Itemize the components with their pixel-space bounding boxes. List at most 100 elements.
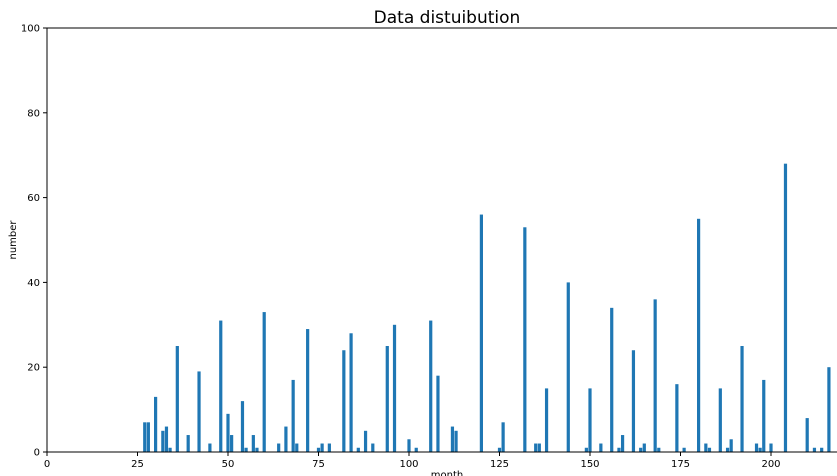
bar	[363, 430, 368, 452]
bar	[429, 320, 433, 452]
bar-series	[143, 163, 831, 452]
bar	[219, 320, 223, 452]
bar	[479, 214, 483, 452]
x-tick-label: 150	[580, 459, 599, 470]
bar	[291, 379, 295, 452]
bar	[186, 435, 190, 452]
bar	[657, 447, 661, 452]
axes	[46, 27, 837, 453]
y-tick-label: 20	[27, 363, 40, 374]
bar	[349, 333, 353, 452]
bar	[161, 430, 165, 452]
bar	[436, 375, 440, 452]
bar	[740, 346, 744, 452]
y-tick-label: 80	[27, 108, 40, 119]
bar	[762, 379, 766, 452]
x-tick-label: 200	[761, 459, 780, 470]
bar	[544, 388, 549, 452]
chart-title: Data distuibution	[374, 8, 521, 28]
bar	[523, 227, 527, 452]
bar	[501, 422, 505, 452]
bar	[617, 447, 621, 452]
bar	[599, 443, 603, 452]
bar	[295, 443, 299, 452]
bar	[783, 163, 788, 452]
bar	[584, 447, 588, 452]
bar	[620, 435, 625, 452]
bar	[164, 426, 169, 452]
bar	[827, 367, 831, 452]
bar	[226, 413, 230, 452]
bar	[277, 443, 281, 452]
bar	[758, 447, 762, 452]
x-tick-label: 75	[312, 459, 325, 470]
bar	[316, 447, 321, 452]
bar	[342, 350, 346, 452]
bar	[682, 447, 686, 452]
bar	[356, 447, 360, 452]
bar	[675, 384, 679, 452]
bar	[639, 447, 643, 452]
bar	[707, 447, 712, 452]
bar	[146, 422, 150, 452]
bar	[407, 439, 411, 452]
x-tick-label: 25	[131, 459, 144, 470]
bar	[697, 218, 701, 452]
bar	[414, 447, 418, 452]
x-tick-label: 175	[671, 459, 690, 470]
bar	[820, 447, 824, 452]
bar	[244, 447, 248, 452]
y-tick-label: 100	[21, 24, 40, 35]
bar	[450, 426, 455, 452]
bar	[725, 447, 730, 452]
bar	[327, 443, 331, 452]
bar	[729, 439, 733, 452]
bar	[251, 435, 255, 452]
x-tick-label: 100	[399, 459, 418, 470]
bar	[262, 312, 266, 452]
x-ticks: 0 25 50 75 100 125 150 175 200	[44, 452, 781, 470]
bar	[230, 435, 234, 452]
bar	[168, 447, 172, 452]
y-ticks: 0 20 40 60 80 100	[21, 24, 47, 459]
bar	[718, 388, 722, 452]
bar	[197, 371, 201, 452]
x-tick-label: 125	[490, 459, 509, 470]
bar	[642, 443, 646, 452]
bar	[805, 418, 809, 452]
bar	[371, 443, 375, 452]
bar	[610, 307, 614, 452]
bar	[240, 401, 245, 452]
y-tick-label: 40	[27, 278, 40, 289]
bar	[812, 447, 817, 452]
bar	[537, 443, 541, 452]
x-axis-label: month	[431, 470, 463, 476]
bar	[154, 396, 158, 452]
bar	[534, 443, 538, 452]
bar	[566, 282, 570, 452]
bar	[588, 388, 592, 452]
bar	[631, 350, 636, 452]
bar	[497, 447, 502, 452]
bar	[255, 447, 259, 452]
bar	[208, 443, 212, 452]
bar	[653, 299, 657, 452]
bar	[284, 426, 288, 452]
bar	[704, 443, 708, 452]
bar	[392, 324, 397, 452]
y-tick-label: 60	[27, 193, 40, 204]
bar	[454, 430, 458, 452]
bar	[769, 443, 773, 452]
bar	[754, 443, 759, 452]
bar	[143, 422, 147, 452]
bar	[385, 346, 389, 452]
bar	[320, 443, 324, 452]
bar	[306, 329, 310, 452]
bar	[175, 346, 179, 452]
x-tick-label: 50	[222, 459, 235, 470]
y-axis-label: number	[8, 220, 19, 260]
x-tick-label: 0	[44, 459, 50, 470]
y-tick-label: 0	[34, 448, 40, 459]
